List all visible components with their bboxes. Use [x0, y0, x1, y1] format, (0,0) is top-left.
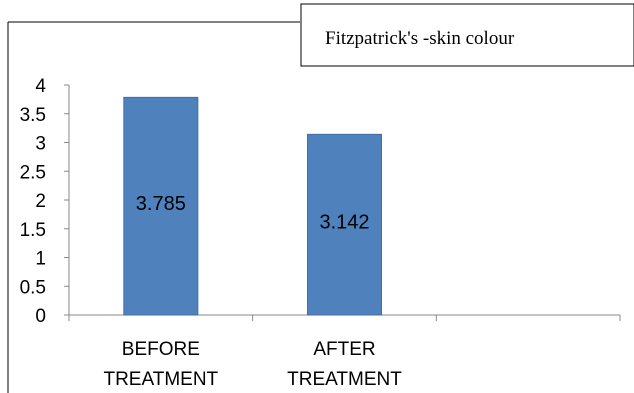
y-tick-label: 2.5	[20, 162, 46, 183]
bars	[123, 96, 382, 316]
category-labels: BEFORE TREATMENT AFTER TREATMENT	[103, 339, 402, 390]
bar	[307, 133, 382, 316]
x-axis-ticks	[68, 315, 621, 321]
data-labels: 3.785 3.142	[136, 193, 370, 233]
category-label: TREATMENT	[103, 369, 218, 390]
bar	[123, 96, 199, 316]
y-tick-label: 2	[35, 191, 46, 212]
data-label: 3.785	[136, 193, 186, 215]
category-label: AFTER	[313, 339, 375, 360]
category-label: BEFORE	[122, 339, 200, 360]
y-tick-label: 4	[35, 76, 46, 97]
legend-box	[300, 3, 634, 67]
y-tick-label: 1	[35, 249, 46, 270]
y-axis-ticks: 0 0.5 1 1.5 2 2.5 3 3.5 4	[20, 76, 69, 327]
y-tick-label: 0	[35, 306, 46, 327]
category-label: TREATMENT	[287, 369, 402, 390]
y-tick-label: 0.5	[20, 277, 46, 298]
legend: Fitzpatrick's -skin colour	[300, 3, 634, 67]
y-tick-label: 3.5	[20, 105, 46, 126]
y-tick-label: 1.5	[20, 220, 46, 241]
legend-label: Fitzpatrick's -skin colour	[325, 28, 515, 49]
y-tick-label: 3	[35, 134, 46, 155]
data-label: 3.142	[319, 212, 369, 234]
